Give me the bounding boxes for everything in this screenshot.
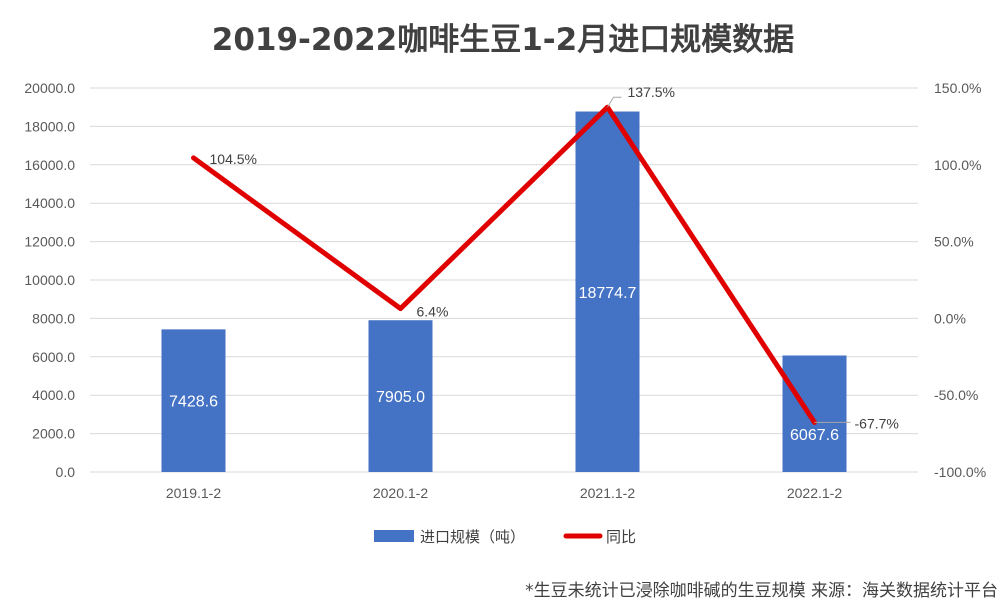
bar xyxy=(368,320,433,472)
y-left-tick-label: 8000.0 xyxy=(32,310,75,326)
bar-data-label: 18774.7 xyxy=(579,285,637,302)
bar xyxy=(575,111,640,472)
x-tick-label: 2020.1-2 xyxy=(373,485,428,501)
y-left-tick-label: 6000.0 xyxy=(32,349,75,365)
y-left-tick-label: 20000.0 xyxy=(24,80,75,96)
y-left-tick-label: 12000.0 xyxy=(24,234,75,250)
bar-data-label: 6067.6 xyxy=(790,427,839,444)
x-tick-label: 2019.1-2 xyxy=(166,485,221,501)
y-left-tick-label: 2000.0 xyxy=(32,426,75,442)
y-right-tick-label: 0.0% xyxy=(934,310,966,326)
y-left-tick-label: 0.0 xyxy=(56,464,76,480)
bar-data-label: 7905.0 xyxy=(376,389,425,406)
y-left-tick-label: 16000.0 xyxy=(24,157,75,173)
bar-data-label: 7428.6 xyxy=(169,394,218,411)
bar xyxy=(161,329,226,472)
yoy-line xyxy=(191,104,817,425)
source-footnote: *生豆未统计已浸除咖啡碱的生豆规模 来源：海关数据统计平台 xyxy=(525,581,998,601)
y-right-tick-label: -100.0% xyxy=(934,464,986,480)
y-right-tick-label: 150.0% xyxy=(934,80,981,96)
y-right-tick-label: 100.0% xyxy=(934,157,981,173)
legend-line-label: 同比 xyxy=(606,528,636,546)
y-left-tick-label: 10000.0 xyxy=(24,272,75,288)
y-left-tick-label: 14000.0 xyxy=(24,195,75,211)
y-right-tick-label: 50.0% xyxy=(934,234,974,250)
bar xyxy=(782,355,847,472)
y-left-tick-label: 18000.0 xyxy=(24,118,75,134)
line-data-label: 104.5% xyxy=(210,151,257,167)
label-leader-line xyxy=(607,96,622,108)
line-data-label: 6.4% xyxy=(417,304,449,320)
legend-bar-label: 进口规模（吨） xyxy=(420,528,525,546)
legend-bar-swatch xyxy=(374,530,414,542)
x-tick-label: 2021.1-2 xyxy=(580,485,635,501)
line-data-label: -67.7% xyxy=(855,415,899,431)
x-tick-label: 2022.1-2 xyxy=(787,485,842,501)
y-right-tick-label: -50.0% xyxy=(934,387,978,403)
chart-title: 2019-2022咖啡生豆1-2月进口规模数据 xyxy=(211,22,795,58)
y-left-tick-label: 4000.0 xyxy=(32,387,75,403)
line-data-label: 137.5% xyxy=(628,84,675,100)
